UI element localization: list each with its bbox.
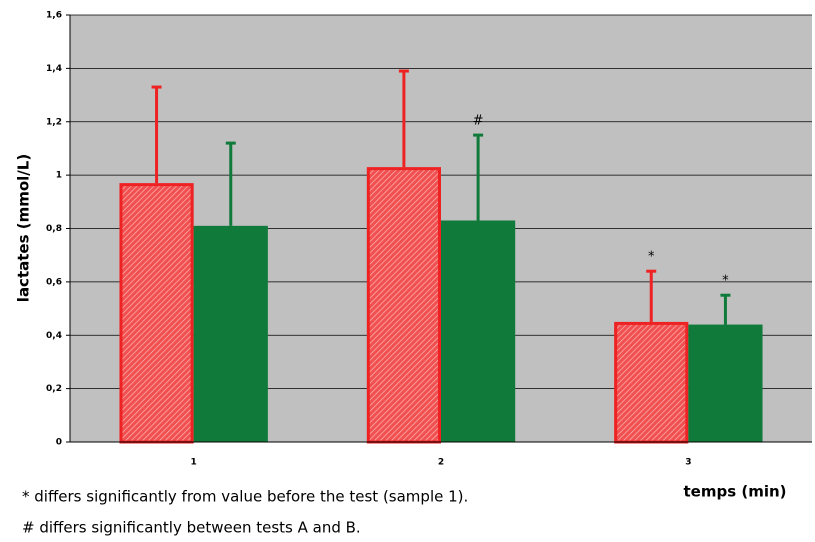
significance-marker: * xyxy=(648,250,655,265)
bar xyxy=(441,220,516,442)
x-tick-label: 2 xyxy=(438,458,444,468)
significance-marker: * xyxy=(722,274,729,289)
footnote: # differs significantly between tests A … xyxy=(22,519,361,537)
y-tick-label: 0,6 xyxy=(46,277,62,287)
footnote: * differs significantly from value befor… xyxy=(22,488,468,506)
x-tick-label: 3 xyxy=(685,458,691,468)
bar xyxy=(193,225,268,442)
y-tick-label: 1 xyxy=(56,171,62,181)
y-tick-label: 1,2 xyxy=(46,117,62,127)
bar xyxy=(119,183,194,444)
bar xyxy=(688,324,763,442)
y-tick-label: 0,8 xyxy=(46,224,62,234)
y-tick-label: 0,4 xyxy=(46,331,62,341)
significance-marker: # xyxy=(473,114,484,129)
y-tick-label: 1,4 xyxy=(46,64,62,74)
x-axis-label: temps (min) xyxy=(683,483,786,501)
bar xyxy=(366,167,441,444)
y-tick-label: 1,6 xyxy=(46,11,62,21)
bar xyxy=(614,321,689,444)
y-tick-label: 0,2 xyxy=(46,384,62,394)
x-tick-label: 1 xyxy=(191,458,197,468)
y-axis-label: lactates (mmol/L) xyxy=(15,154,33,302)
y-tick-label: 0 xyxy=(56,438,62,448)
